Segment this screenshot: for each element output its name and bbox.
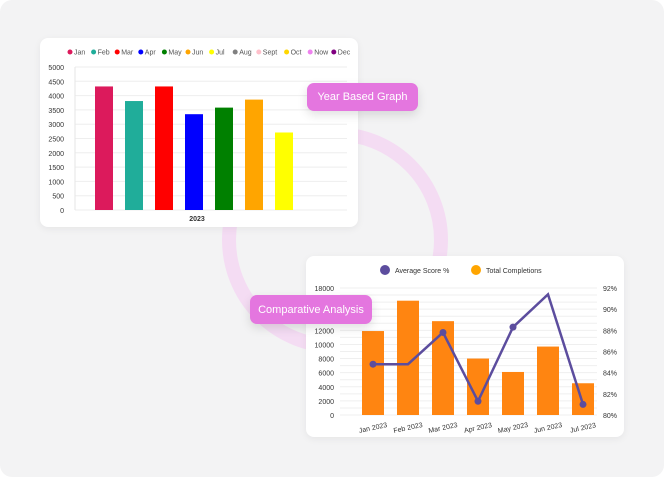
legend-marker (471, 265, 481, 275)
legend-item: Feb (98, 50, 110, 57)
bar-mar (155, 86, 173, 210)
legend-item: Sept (263, 50, 277, 57)
left-tick-label: 12000 (315, 328, 335, 335)
left-tick-label: 0 (330, 413, 334, 420)
bar-feb (125, 101, 143, 210)
legend-marker (209, 49, 215, 55)
legend-item: Jun (192, 50, 203, 57)
x-tick-label: Jan 2023 (358, 422, 388, 435)
y-tick-label: 0 (60, 208, 64, 215)
comparative-chart-card: 0 2000 4000 6000 8000 10000 12000 18000 80% 82% 84… (306, 256, 624, 437)
average-score-point (439, 328, 447, 336)
legend-marker (284, 49, 290, 55)
legend-marker (185, 49, 191, 55)
left-tick-label: 8000 (318, 357, 334, 364)
year-chart-card: 0 500 1000 1500 2000 2500 3000 3500 4000 4500 5000… (40, 38, 358, 227)
legend-item: Apr (145, 50, 157, 57)
left-tick-label: 6000 (318, 371, 334, 378)
legend-marker (161, 49, 167, 55)
x-tick-label: Mar 2023 (428, 422, 458, 435)
year-bar-chart: 0 500 1000 1500 2000 2500 3000 3500 4000 4500 5000… (48, 49, 351, 223)
bar-jan (95, 86, 113, 210)
x-tick-label: Apr 2023 (463, 422, 492, 435)
completion-bar (572, 383, 594, 415)
right-tick-label: 90% (603, 307, 617, 314)
average-score-point (369, 360, 377, 368)
completion-bar (537, 346, 559, 415)
x-tick-label: May 2023 (497, 422, 529, 435)
y-tick-label: 1500 (48, 165, 64, 172)
y-tick-label: 4500 (48, 79, 64, 86)
y-tick-label: 4000 (48, 94, 64, 101)
average-score-point (474, 397, 482, 405)
right-tick-label: 92% (603, 286, 617, 293)
bar-may (215, 107, 233, 210)
legend-item: Aug (239, 50, 252, 57)
legend-marker (307, 49, 313, 55)
legend-item: Mar (121, 50, 134, 57)
legend-item: Jul (216, 50, 225, 57)
y-tick-label: 1000 (48, 179, 64, 186)
y-tick-label: 500 (52, 194, 64, 201)
y-tick-label: 3000 (48, 122, 64, 129)
right-tick-label: 88% (603, 328, 617, 335)
right-tick-label: 84% (603, 371, 617, 378)
legend-marker (138, 49, 144, 55)
left-tick-label: 2000 (318, 399, 334, 406)
completion-bar (502, 371, 524, 415)
completion-bar (362, 331, 384, 415)
x-tick-label: Feb 2023 (393, 422, 423, 435)
legend-average-score: Average Score % (395, 268, 449, 275)
bar-jun (245, 99, 263, 210)
legend-marker (331, 49, 337, 55)
x-axis-label: 2023 (189, 216, 205, 223)
left-tick-label: 18000 (315, 286, 335, 293)
y-tick-label: 5000 (48, 65, 64, 72)
completion-bar (467, 358, 489, 415)
legend-total-completions: Total Completions (486, 268, 542, 275)
completion-bar (397, 300, 419, 415)
legend-item: Dec (338, 50, 351, 57)
legend-marker (232, 49, 238, 55)
legend-marker (114, 49, 120, 55)
year-based-graph-label: Year Based Graph (307, 83, 418, 111)
bar-apr (185, 114, 203, 210)
y-tick-label: 3500 (48, 108, 64, 115)
y-tick-label: 2000 (48, 151, 64, 158)
left-tick-label: 10000 (315, 342, 335, 349)
right-tick-label: 86% (603, 350, 617, 357)
legend-marker (67, 49, 73, 55)
bar-jul (275, 132, 293, 210)
comparative-analysis-label: Comparative Analysis (250, 295, 372, 324)
legend-item: Now (314, 50, 329, 57)
y-tick-label: 2500 (48, 137, 64, 144)
legend-item: Jan (74, 50, 85, 57)
x-tick-label: Jul 2023 (569, 422, 596, 434)
legend-marker (256, 49, 262, 55)
legend-item: Oct (291, 50, 302, 57)
average-score-point (579, 400, 587, 408)
left-tick-label: 4000 (318, 385, 334, 392)
x-tick-label: Jun 2023 (533, 422, 563, 435)
legend-marker (380, 265, 390, 275)
average-score-point (509, 323, 517, 331)
legend-item: May (168, 50, 182, 57)
right-tick-label: 82% (603, 392, 617, 399)
comparative-chart: 0 2000 4000 6000 8000 10000 12000 18000 80% 82% 84… (315, 265, 617, 435)
right-tick-label: 80% (603, 413, 617, 420)
legend-marker (91, 49, 97, 55)
